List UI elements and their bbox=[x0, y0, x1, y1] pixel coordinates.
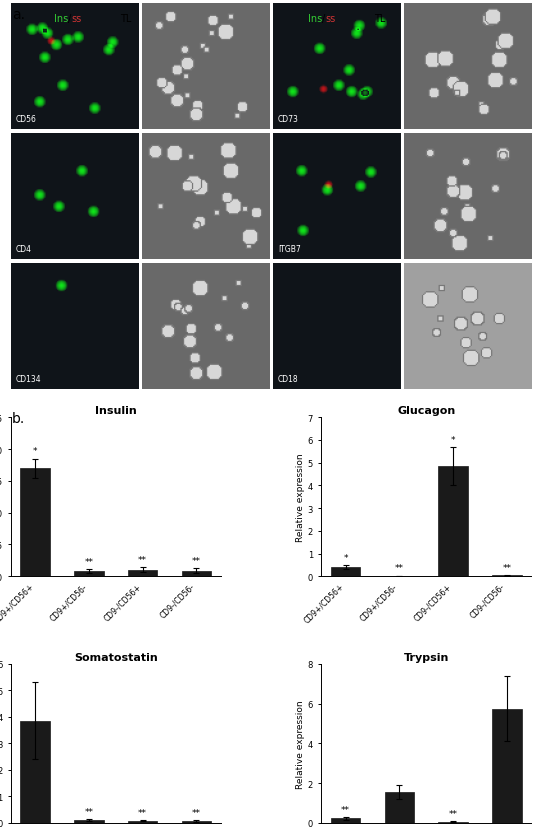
Text: CD18: CD18 bbox=[278, 375, 299, 384]
Text: **: ** bbox=[502, 563, 511, 572]
Text: CD4: CD4 bbox=[16, 245, 32, 254]
Text: **: ** bbox=[192, 557, 201, 566]
Text: *: * bbox=[33, 447, 37, 456]
Bar bbox=[385, 792, 414, 823]
Title: Insulin: Insulin bbox=[95, 405, 137, 415]
Title: Trypsin: Trypsin bbox=[404, 652, 449, 662]
Bar bbox=[182, 571, 211, 576]
Text: TL: TL bbox=[374, 14, 385, 24]
Title: Glucagon: Glucagon bbox=[397, 405, 455, 415]
Bar bbox=[128, 571, 157, 576]
Bar bbox=[438, 466, 468, 576]
Text: CD134: CD134 bbox=[16, 375, 42, 384]
Text: **: ** bbox=[138, 808, 147, 817]
Text: ss: ss bbox=[325, 14, 335, 24]
Text: a.: a. bbox=[12, 8, 25, 22]
Text: TL: TL bbox=[120, 14, 131, 24]
Text: *: * bbox=[451, 435, 455, 444]
Bar bbox=[438, 822, 468, 823]
Text: ss: ss bbox=[72, 14, 82, 24]
Bar bbox=[331, 567, 360, 576]
Text: **: ** bbox=[138, 556, 147, 565]
Text: **: ** bbox=[192, 808, 201, 817]
Bar bbox=[128, 820, 157, 823]
Title: Somatostatin: Somatostatin bbox=[74, 652, 158, 662]
Bar bbox=[331, 819, 360, 823]
Text: Ins: Ins bbox=[54, 14, 68, 24]
Bar bbox=[492, 709, 521, 823]
Bar bbox=[21, 721, 50, 823]
Bar bbox=[21, 469, 50, 576]
Text: *: * bbox=[344, 553, 348, 562]
Bar bbox=[182, 821, 211, 823]
Text: b.: b. bbox=[12, 411, 25, 425]
Text: CD73: CD73 bbox=[278, 115, 299, 124]
Text: **: ** bbox=[85, 807, 93, 816]
Text: CD56: CD56 bbox=[16, 115, 37, 124]
Bar bbox=[74, 571, 104, 576]
Y-axis label: Relative expression: Relative expression bbox=[296, 453, 305, 542]
Text: Ins: Ins bbox=[308, 14, 322, 24]
Text: **: ** bbox=[341, 805, 350, 814]
Y-axis label: Relative expression: Relative expression bbox=[296, 699, 305, 787]
Bar bbox=[74, 820, 104, 823]
Text: **: ** bbox=[395, 564, 404, 573]
Text: ITGB7: ITGB7 bbox=[278, 245, 301, 254]
Text: /: / bbox=[68, 14, 72, 24]
Text: /: / bbox=[322, 14, 325, 24]
Text: **: ** bbox=[449, 809, 457, 818]
Text: **: ** bbox=[85, 557, 93, 566]
